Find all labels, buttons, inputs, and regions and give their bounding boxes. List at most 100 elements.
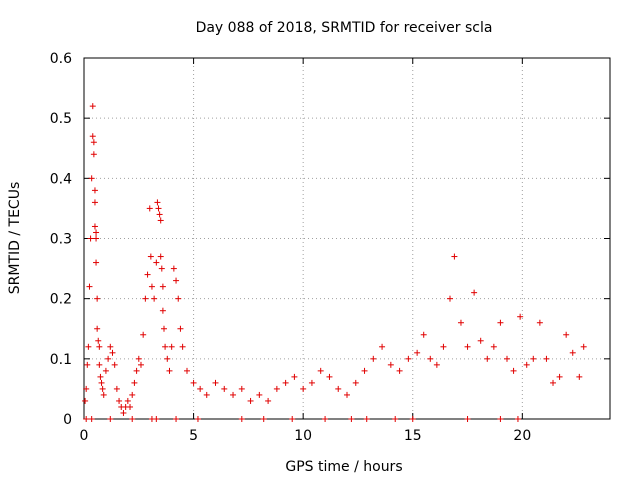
data-point [96,343,103,350]
data-point [392,416,399,422]
data-point [497,416,504,422]
data-point [124,397,131,404]
y-tick-label: 0.1 [50,352,72,368]
data-point [142,295,149,302]
data-point [90,139,97,146]
data-point [471,289,478,296]
x-tick-label: 5 [189,428,198,444]
data-point [190,379,197,386]
data-point [100,391,107,398]
data-point [173,416,180,422]
data-point [102,367,109,374]
data-point [335,385,342,392]
data-point [405,355,412,362]
data-point [91,199,98,206]
data-point [116,397,123,404]
data-point [135,355,142,362]
data-point [230,391,237,398]
y-tick-label: 0.4 [50,171,72,187]
y-tick-label: 0.6 [50,51,72,67]
data-point [530,355,537,362]
data-point [93,259,100,266]
data-point [84,361,91,368]
data-point [177,325,184,332]
data-point [120,409,127,416]
data-point [153,259,160,266]
data-point [317,367,324,374]
data-point [105,355,112,362]
data-point [170,265,177,272]
data-point [129,416,136,422]
data-point [146,205,153,212]
data-point [107,416,114,422]
grid-lines [83,57,610,420]
data-point [173,277,180,284]
data-point [523,361,530,368]
data-point [111,361,118,368]
data-point [238,416,245,422]
data-point [464,343,471,350]
data-point [580,343,587,350]
data-point [91,223,98,230]
data-point [556,373,563,380]
y-tick-label: 0.5 [50,111,72,127]
y-tick-label: 0.2 [50,292,72,308]
data-point [569,349,576,356]
data-point [194,416,201,422]
data-point [83,385,90,392]
data-point [256,391,263,398]
data-point [484,355,491,362]
y-tick-label: 0.3 [50,232,72,248]
tick-labels: 0 0.1 0.2 0.3 0.4 0.5 0.6 0 5 10 15 20 [50,51,532,444]
data-point [414,349,421,356]
data-point [433,361,440,368]
data-point [420,331,427,338]
data-point [91,187,98,194]
data-point [387,361,394,368]
data-point [85,343,92,350]
data-point [96,361,103,368]
data-point [517,313,524,320]
data-point [94,295,101,302]
data-point [156,211,163,218]
data-point [131,379,138,386]
data-point [457,319,464,326]
x-tick-label: 15 [404,428,422,444]
data-point [352,379,359,386]
data-point [175,295,182,302]
data-point [265,397,272,404]
data-point [451,253,458,260]
y-tick-label: 0 [63,412,72,428]
data-point [238,385,245,392]
data-point [282,379,289,386]
data-point [543,355,550,362]
data-point [107,343,114,350]
data-point [88,416,95,422]
x-tick-label: 10 [294,428,312,444]
data-point [409,416,416,422]
data-point [427,355,434,362]
data-point [83,416,90,422]
data-point [140,331,147,338]
data-point [503,355,510,362]
data-point [563,331,570,338]
data-point [98,379,105,386]
data-point [203,391,210,398]
data-point [137,361,144,368]
data-point [326,373,333,380]
data-point [154,199,161,206]
data-point [109,349,116,356]
data-point [179,343,186,350]
x-tick-label: 20 [513,428,531,444]
data-point [379,343,386,350]
x-tick-label: 0 [80,428,89,444]
plot-border [83,57,611,420]
data-point [157,217,164,224]
data-point [159,307,166,314]
data-point [221,385,228,392]
data-point [490,343,497,350]
data-point [94,325,101,332]
data-point [396,367,403,374]
data-point [322,416,329,422]
chart-title: Day 088 of 2018, SRMTID for receiver scl… [196,20,493,36]
